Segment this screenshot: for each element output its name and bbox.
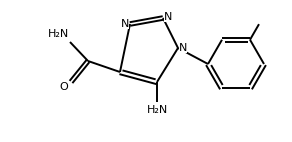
Text: N: N xyxy=(121,19,129,29)
Text: O: O xyxy=(60,82,68,92)
Text: N: N xyxy=(179,43,187,53)
Text: N: N xyxy=(164,12,172,22)
Text: H₂N: H₂N xyxy=(47,29,69,39)
Text: H₂N: H₂N xyxy=(146,105,168,115)
